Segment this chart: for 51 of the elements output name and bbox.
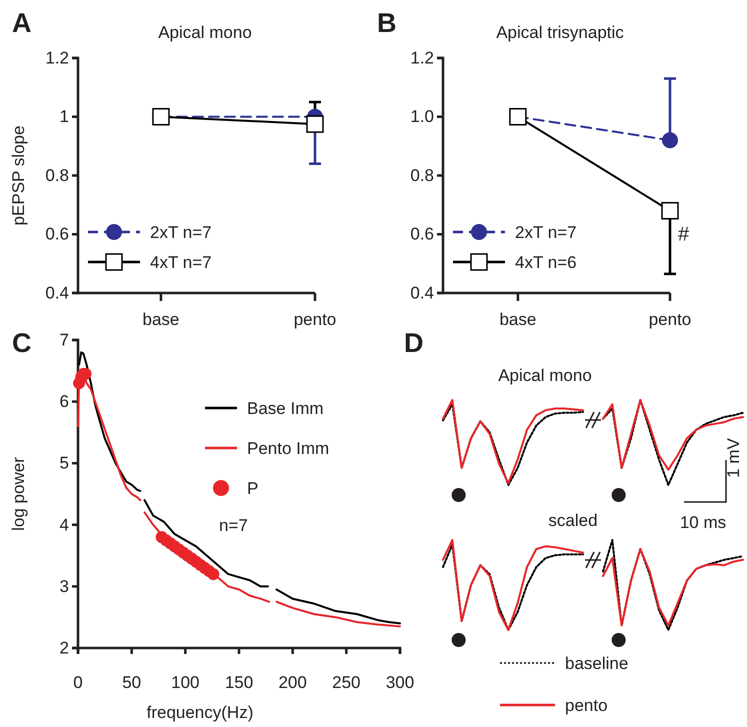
x-tick-label: 150: [224, 673, 254, 692]
text: D: [404, 328, 424, 358]
y-tick-label: 1.2: [410, 48, 434, 68]
y-tick-label: 1.0: [410, 107, 434, 126]
x-tick-label: 100: [171, 673, 200, 692]
annotation: #: [678, 223, 690, 246]
x-tick-label: 0: [73, 673, 83, 692]
legend-label: 4xT n=6: [515, 253, 577, 272]
chart-title: scaled: [548, 511, 598, 530]
y-axis-title: pEPSP slope: [9, 126, 28, 226]
y-tick-label: 7: [60, 330, 69, 350]
legend-label: 2xT n=7: [150, 223, 212, 242]
text: C: [12, 328, 32, 358]
legend-label: pento: [565, 696, 608, 715]
legend-label: baseline: [565, 654, 628, 673]
x-tick-label: pento: [294, 310, 336, 329]
y-tick-label: 1: [60, 107, 69, 126]
y-tick-label: 6: [60, 392, 69, 412]
legend-label: 2xT n=7: [515, 223, 577, 242]
y-tick-label: 0.6: [45, 224, 69, 244]
x-tick-label: pento: [648, 310, 692, 329]
legend-label: 4xT n=7: [150, 253, 212, 272]
x-tick-label: 250: [332, 673, 361, 692]
text: A: [12, 8, 32, 38]
y-tick-label: 0.4: [45, 283, 69, 302]
y-tick-label: 0.8: [45, 166, 69, 185]
annotation: 1 mV: [724, 438, 743, 478]
annotation: n=7: [219, 516, 248, 535]
legend-label: P: [247, 479, 258, 498]
y-tick-label: 1.2: [45, 48, 69, 68]
chart-title: Apical trisynaptic: [496, 23, 624, 42]
text: 10 ms: [680, 513, 726, 532]
y-axis-title: log power: [9, 456, 28, 531]
y-tick-label: 0.6: [410, 224, 434, 244]
y-tick-label: 5: [60, 454, 69, 473]
y-tick-label: 2: [60, 638, 69, 658]
y-tick-label: 4: [60, 515, 69, 534]
x-tick-label: base: [142, 310, 180, 329]
legend-label: Pento Imm: [247, 439, 330, 458]
chart-title: Apical mono: [158, 23, 252, 42]
y-tick-label: 3: [60, 576, 69, 596]
y-tick-label: 0.4: [410, 283, 434, 302]
legend-label: Base Imm: [247, 399, 324, 418]
chart-title: Apical mono: [498, 366, 592, 385]
x-tick-label: 200: [278, 673, 307, 692]
y-tick-label: 0.8: [410, 166, 434, 185]
x-tick-label: 300: [386, 673, 414, 692]
x-tick-label: 50: [122, 673, 142, 692]
x-tick-label: base: [499, 310, 536, 329]
text: B: [377, 8, 396, 38]
x-axis-title: frequency(Hz): [146, 703, 254, 722]
